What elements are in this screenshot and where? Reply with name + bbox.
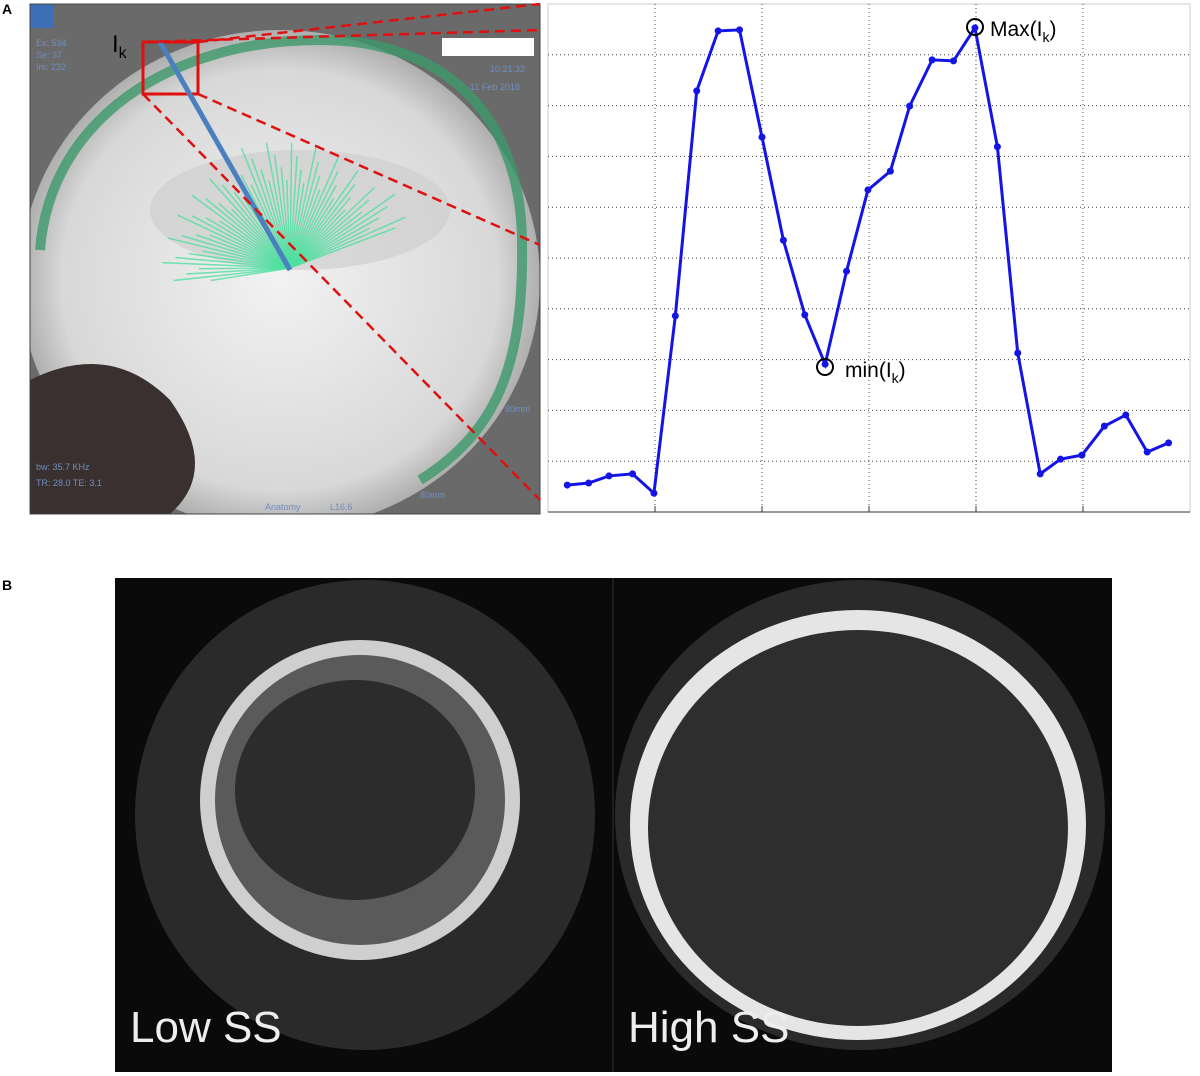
ray: [188, 252, 291, 269]
ray: [289, 193, 396, 269]
overlay-text: TR: 28.0 TE: 3.1: [36, 478, 102, 488]
ray: [289, 216, 406, 269]
roi-box: [141, 40, 200, 96]
data-point: [563, 481, 571, 489]
ray: [195, 233, 291, 269]
ray: [177, 214, 291, 269]
mri-image: [30, 4, 540, 514]
ray-label: Ik: [112, 31, 128, 62]
ray: [186, 267, 291, 275]
ray: [289, 206, 388, 269]
ray: [191, 194, 291, 269]
ray: [205, 198, 291, 269]
ray: [289, 184, 338, 269]
ray: [260, 168, 291, 269]
data-point: [1100, 422, 1108, 430]
data-point: [671, 312, 679, 320]
ray: [209, 178, 291, 269]
data-point: [1014, 349, 1022, 357]
ray: [289, 211, 363, 269]
overlay-text: 80mm: [420, 490, 445, 500]
data-point: [928, 56, 936, 64]
data-point: [1036, 470, 1044, 478]
ray: [289, 227, 396, 269]
data-point: [1165, 439, 1173, 447]
ray: [289, 156, 340, 269]
data-point: [605, 472, 613, 480]
data-point: [993, 143, 1001, 151]
overlay-text: 10:21:32: [490, 64, 525, 74]
overlay-text: 80mm: [505, 404, 530, 414]
overlay-text: Ex: 534: [36, 38, 67, 48]
data-point: [714, 27, 722, 35]
data-point: [1122, 411, 1130, 419]
annotation-part: min(I: [845, 359, 892, 382]
data-point: [886, 167, 894, 175]
ray: [198, 267, 291, 270]
annotation-sub: k: [892, 370, 900, 386]
data-point: [650, 489, 658, 497]
ray: [181, 234, 291, 269]
ray: [280, 167, 291, 269]
annotation-part: Max(I: [990, 18, 1043, 41]
mri-border: [29, 3, 541, 515]
overlay-text: Im: 232: [36, 62, 66, 72]
ray: [289, 156, 298, 269]
ct-label: Low SS: [130, 1003, 282, 1052]
min-marker: [816, 358, 834, 376]
max-marker: [966, 18, 984, 36]
data-point: [843, 267, 851, 275]
ray: [289, 170, 359, 269]
annotation-part: ): [899, 359, 906, 382]
ray: [218, 202, 291, 269]
data-point: [629, 470, 637, 478]
data-point: [864, 186, 872, 194]
data-point: [950, 57, 958, 65]
ct-image: Low SS High SS: [115, 578, 1112, 1072]
ray: [175, 256, 291, 269]
annotation: min(Ik): [845, 359, 906, 386]
ray: [167, 237, 291, 269]
profile-line: [157, 40, 293, 272]
data-point: [801, 311, 809, 319]
zoom-lines: [142, 2, 541, 501]
annotation-sub: k: [1043, 29, 1051, 45]
ray: [289, 143, 293, 269]
overlay-text: Se: 37: [36, 50, 62, 60]
ray: [191, 215, 291, 269]
panel-label: A: [2, 1, 12, 17]
data-point: [693, 87, 701, 95]
ct-label: High SS: [628, 1003, 789, 1052]
overlay-text: bw: 35.7 KHz: [36, 462, 90, 472]
data-point: [971, 24, 979, 32]
ray: [289, 170, 339, 269]
data-point: [906, 102, 914, 110]
ray: [289, 169, 302, 269]
ray: [240, 148, 291, 269]
data-point: [585, 479, 593, 487]
panel-label: B: [2, 577, 12, 593]
data-point: [1057, 455, 1065, 463]
annotation: Max(Ik): [990, 18, 1057, 45]
annotation-part: ): [1050, 18, 1057, 41]
ray: [289, 175, 321, 269]
overlay-text: 11 Feb 2018: [470, 82, 520, 92]
ray: [265, 143, 291, 269]
ray: [162, 261, 291, 269]
data-point: [736, 26, 744, 34]
overlay-text: Anatomy: [265, 502, 301, 512]
data-point: [758, 133, 766, 141]
overlay-text: L16.6: [330, 502, 353, 512]
ray: [251, 158, 291, 269]
ray: [289, 186, 376, 269]
data-point: [779, 236, 787, 244]
data-point: [821, 360, 829, 368]
ray: [205, 217, 291, 269]
ray: [173, 267, 291, 282]
ray: [273, 154, 291, 269]
data-point: [1078, 451, 1086, 459]
data-point: [1143, 448, 1151, 456]
